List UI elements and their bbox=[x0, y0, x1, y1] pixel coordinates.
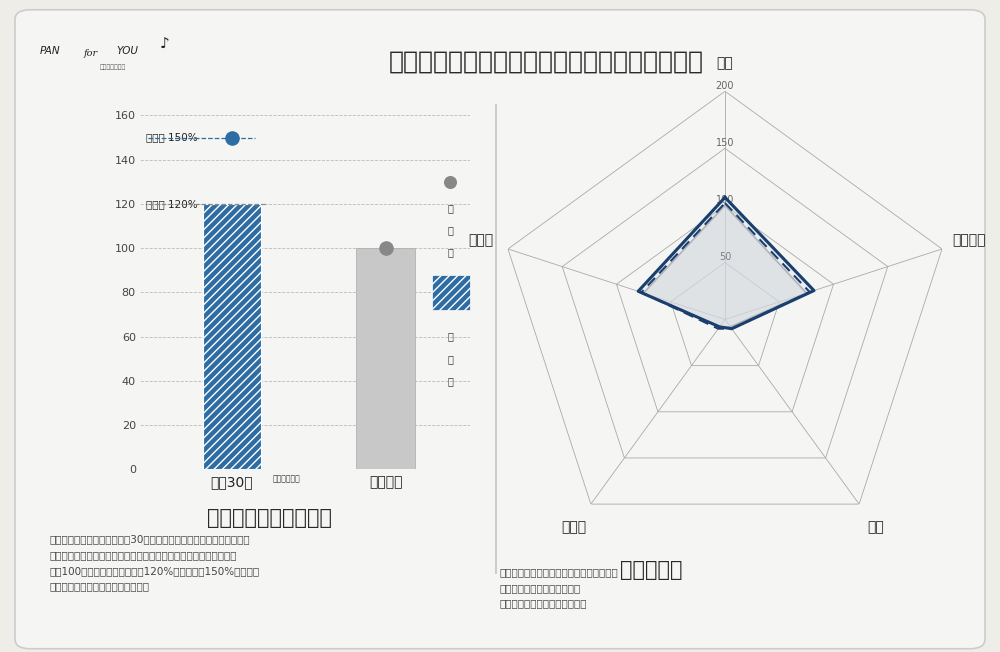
Text: 水分量と糊化度の比較: 水分量と糊化度の比較 bbox=[208, 509, 332, 528]
Text: パンフォーユー: パンフォーユー bbox=[100, 64, 126, 70]
Text: YOU: YOU bbox=[116, 46, 138, 56]
Point bbox=[442, 177, 458, 187]
Text: パンフォーユーの冷凍パンと、常温パンの比較: パンフォーユーの冷凍パンと、常温パンの比較 bbox=[389, 50, 704, 74]
Text: 水分量 120%: 水分量 120% bbox=[146, 199, 198, 209]
Text: for: for bbox=[84, 49, 98, 57]
Polygon shape bbox=[638, 198, 814, 329]
Text: 糊化度 150%: 糊化度 150% bbox=[146, 132, 198, 143]
Point bbox=[378, 243, 394, 254]
Text: PAN: PAN bbox=[40, 46, 61, 56]
Text: 200: 200 bbox=[716, 82, 734, 91]
Text: 食感の比較: 食感の比較 bbox=[620, 561, 682, 580]
Text: 分: 分 bbox=[447, 354, 453, 364]
Text: 糊: 糊 bbox=[447, 203, 453, 213]
Polygon shape bbox=[644, 205, 806, 327]
Text: 量: 量 bbox=[447, 376, 453, 386]
Text: こ　　か　ど: こ か ど bbox=[272, 475, 300, 484]
Text: 度: 度 bbox=[447, 248, 453, 258]
Text: ♪: ♪ bbox=[160, 37, 170, 52]
Point bbox=[224, 132, 240, 143]
Text: パンフォーユーの冷凍方法で30日間冷凍保存したパン（グラフ左部）
と、焼成１日後の常温パン（グラフ右部）を比較すると、常温のパ
ンを100とした場合、糊化度は1: パンフォーユーの冷凍方法で30日間冷凍保存したパン（グラフ左部） と、焼成１日後… bbox=[50, 535, 260, 591]
Text: 水: 水 bbox=[447, 332, 453, 342]
Text: パンフォーユー独自の冷凍技術を使用した
冷凍パンの食感に関する調査
（味香り戦略研究所調査より）: パンフォーユー独自の冷凍技術を使用した 冷凍パンの食感に関する調査 （味香り戦略… bbox=[500, 567, 619, 608]
Text: 50: 50 bbox=[719, 252, 731, 262]
Bar bbox=[203, 204, 261, 469]
Bar bbox=[356, 248, 415, 469]
Text: 100: 100 bbox=[716, 196, 734, 205]
Bar bbox=[432, 274, 470, 310]
Text: 化: 化 bbox=[447, 226, 453, 235]
Text: 150: 150 bbox=[716, 138, 734, 148]
